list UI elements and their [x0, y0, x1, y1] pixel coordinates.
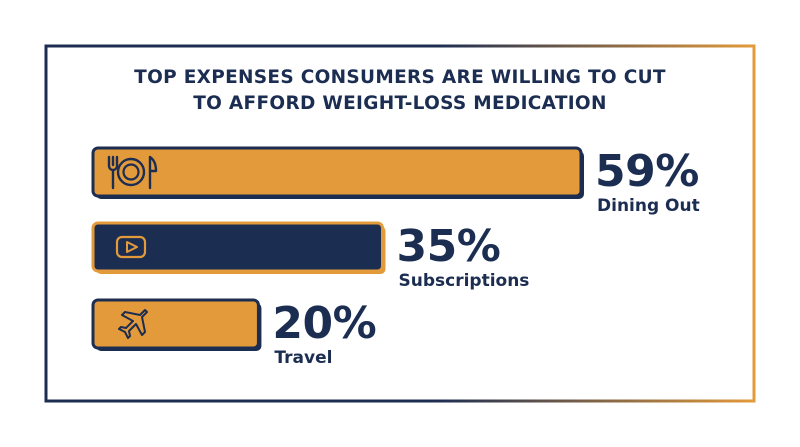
- bar-travel: [91, 298, 260, 350]
- fork-plate-knife-icon: [107, 155, 158, 190]
- airplane-icon: [118, 309, 148, 339]
- bar-subscriptions: [91, 221, 384, 273]
- chart-title-line-2: TO AFFORD WEIGHT-LOSS MEDICATION: [193, 93, 607, 114]
- category-label-2: Subscriptions: [398, 271, 530, 291]
- value-label-1: 59%: [595, 146, 699, 197]
- chart-frame: [44, 44, 756, 403]
- bar-dining-out: [91, 146, 583, 198]
- value-label-2: 35%: [396, 221, 501, 272]
- value-label-3: 20%: [272, 298, 377, 349]
- play-button-icon: [115, 235, 147, 259]
- chart-title-line-1: TOP EXPENSES CONSUMERS ARE WILLING TO CU…: [134, 67, 666, 88]
- category-label-3: Travel: [274, 348, 333, 368]
- category-label-1: Dining Out: [597, 196, 700, 216]
